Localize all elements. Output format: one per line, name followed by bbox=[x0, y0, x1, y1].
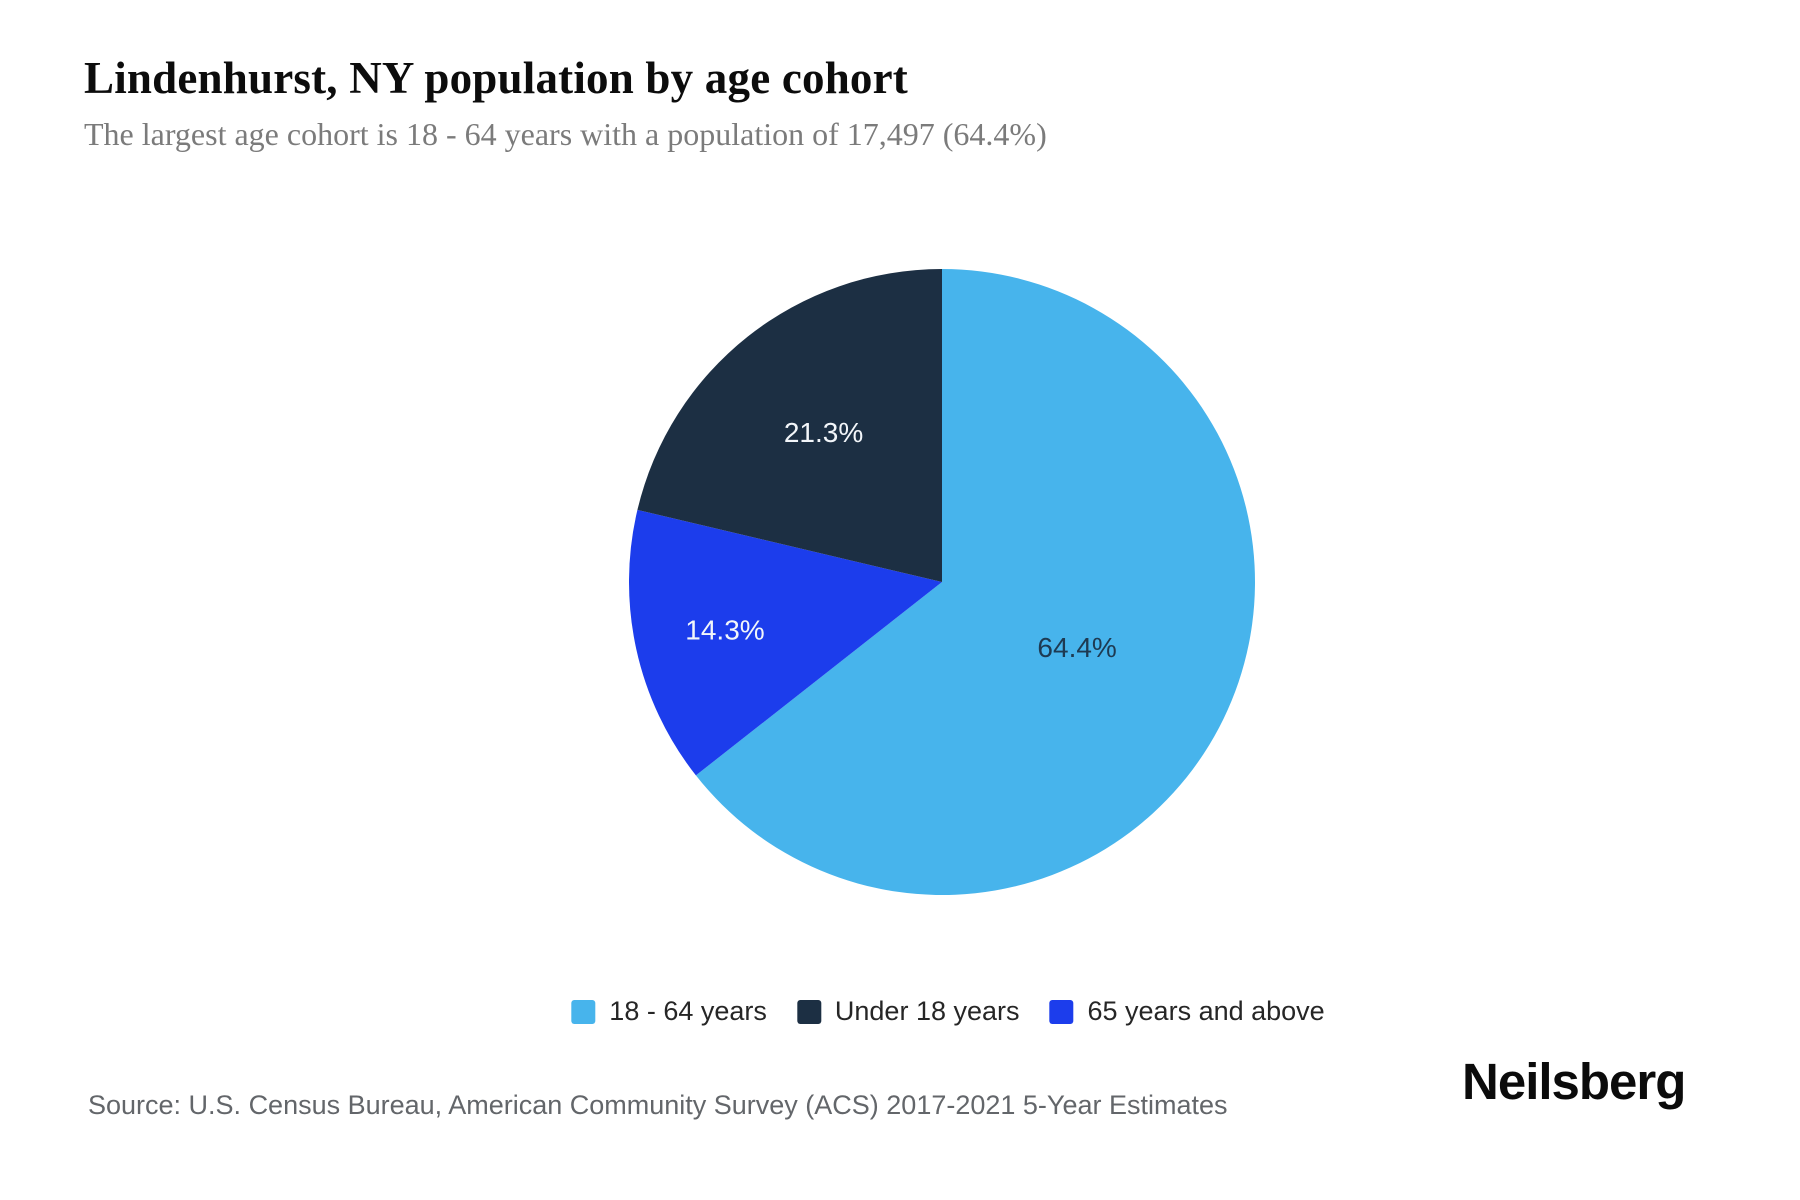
pie-slice-under-18-years[interactable] bbox=[637, 269, 942, 582]
legend: 18 - 64 years Under 18 years 65 years an… bbox=[571, 996, 1325, 1027]
pie-slice-value-label: 14.3% bbox=[685, 614, 764, 645]
legend-label: Under 18 years bbox=[834, 996, 1020, 1026]
pie-slice-65-years-and-above[interactable] bbox=[628, 509, 942, 776]
pie-slice-18-64-years[interactable] bbox=[695, 269, 1255, 895]
pie-chart: 64.4% 14.3% 21.3% bbox=[628, 269, 1255, 895]
brand-logo: Neilsberg bbox=[1462, 1053, 1686, 1110]
legend-item-65-years-and-above[interactable]: 65 years and above bbox=[1049, 996, 1325, 1027]
pie-slice-value-label: 21.3% bbox=[784, 417, 863, 448]
pie-slice-value-label: 64.4% bbox=[1037, 632, 1116, 663]
page-title: Lindenhurst, NY population by age cohort bbox=[84, 53, 908, 103]
pie-svg: 64.4% 14.3% 21.3% bbox=[628, 269, 1255, 895]
page-subtitle: The largest age cohort is 18 - 64 years … bbox=[84, 116, 1047, 152]
legend-item-under-18-years[interactable]: Under 18 years bbox=[796, 996, 1020, 1027]
legend-swatch-18-64-years bbox=[571, 999, 596, 1024]
legend-label: 18 - 64 years bbox=[609, 996, 767, 1026]
legend-item-18-64-years[interactable]: 18 - 64 years bbox=[571, 996, 767, 1027]
legend-swatch-under-18-years bbox=[796, 999, 821, 1024]
legend-swatch-65-years-and-above bbox=[1049, 999, 1074, 1024]
source-note: Source: U.S. Census Bureau, American Com… bbox=[88, 1090, 1228, 1120]
legend-label: 65 years and above bbox=[1087, 996, 1325, 1026]
